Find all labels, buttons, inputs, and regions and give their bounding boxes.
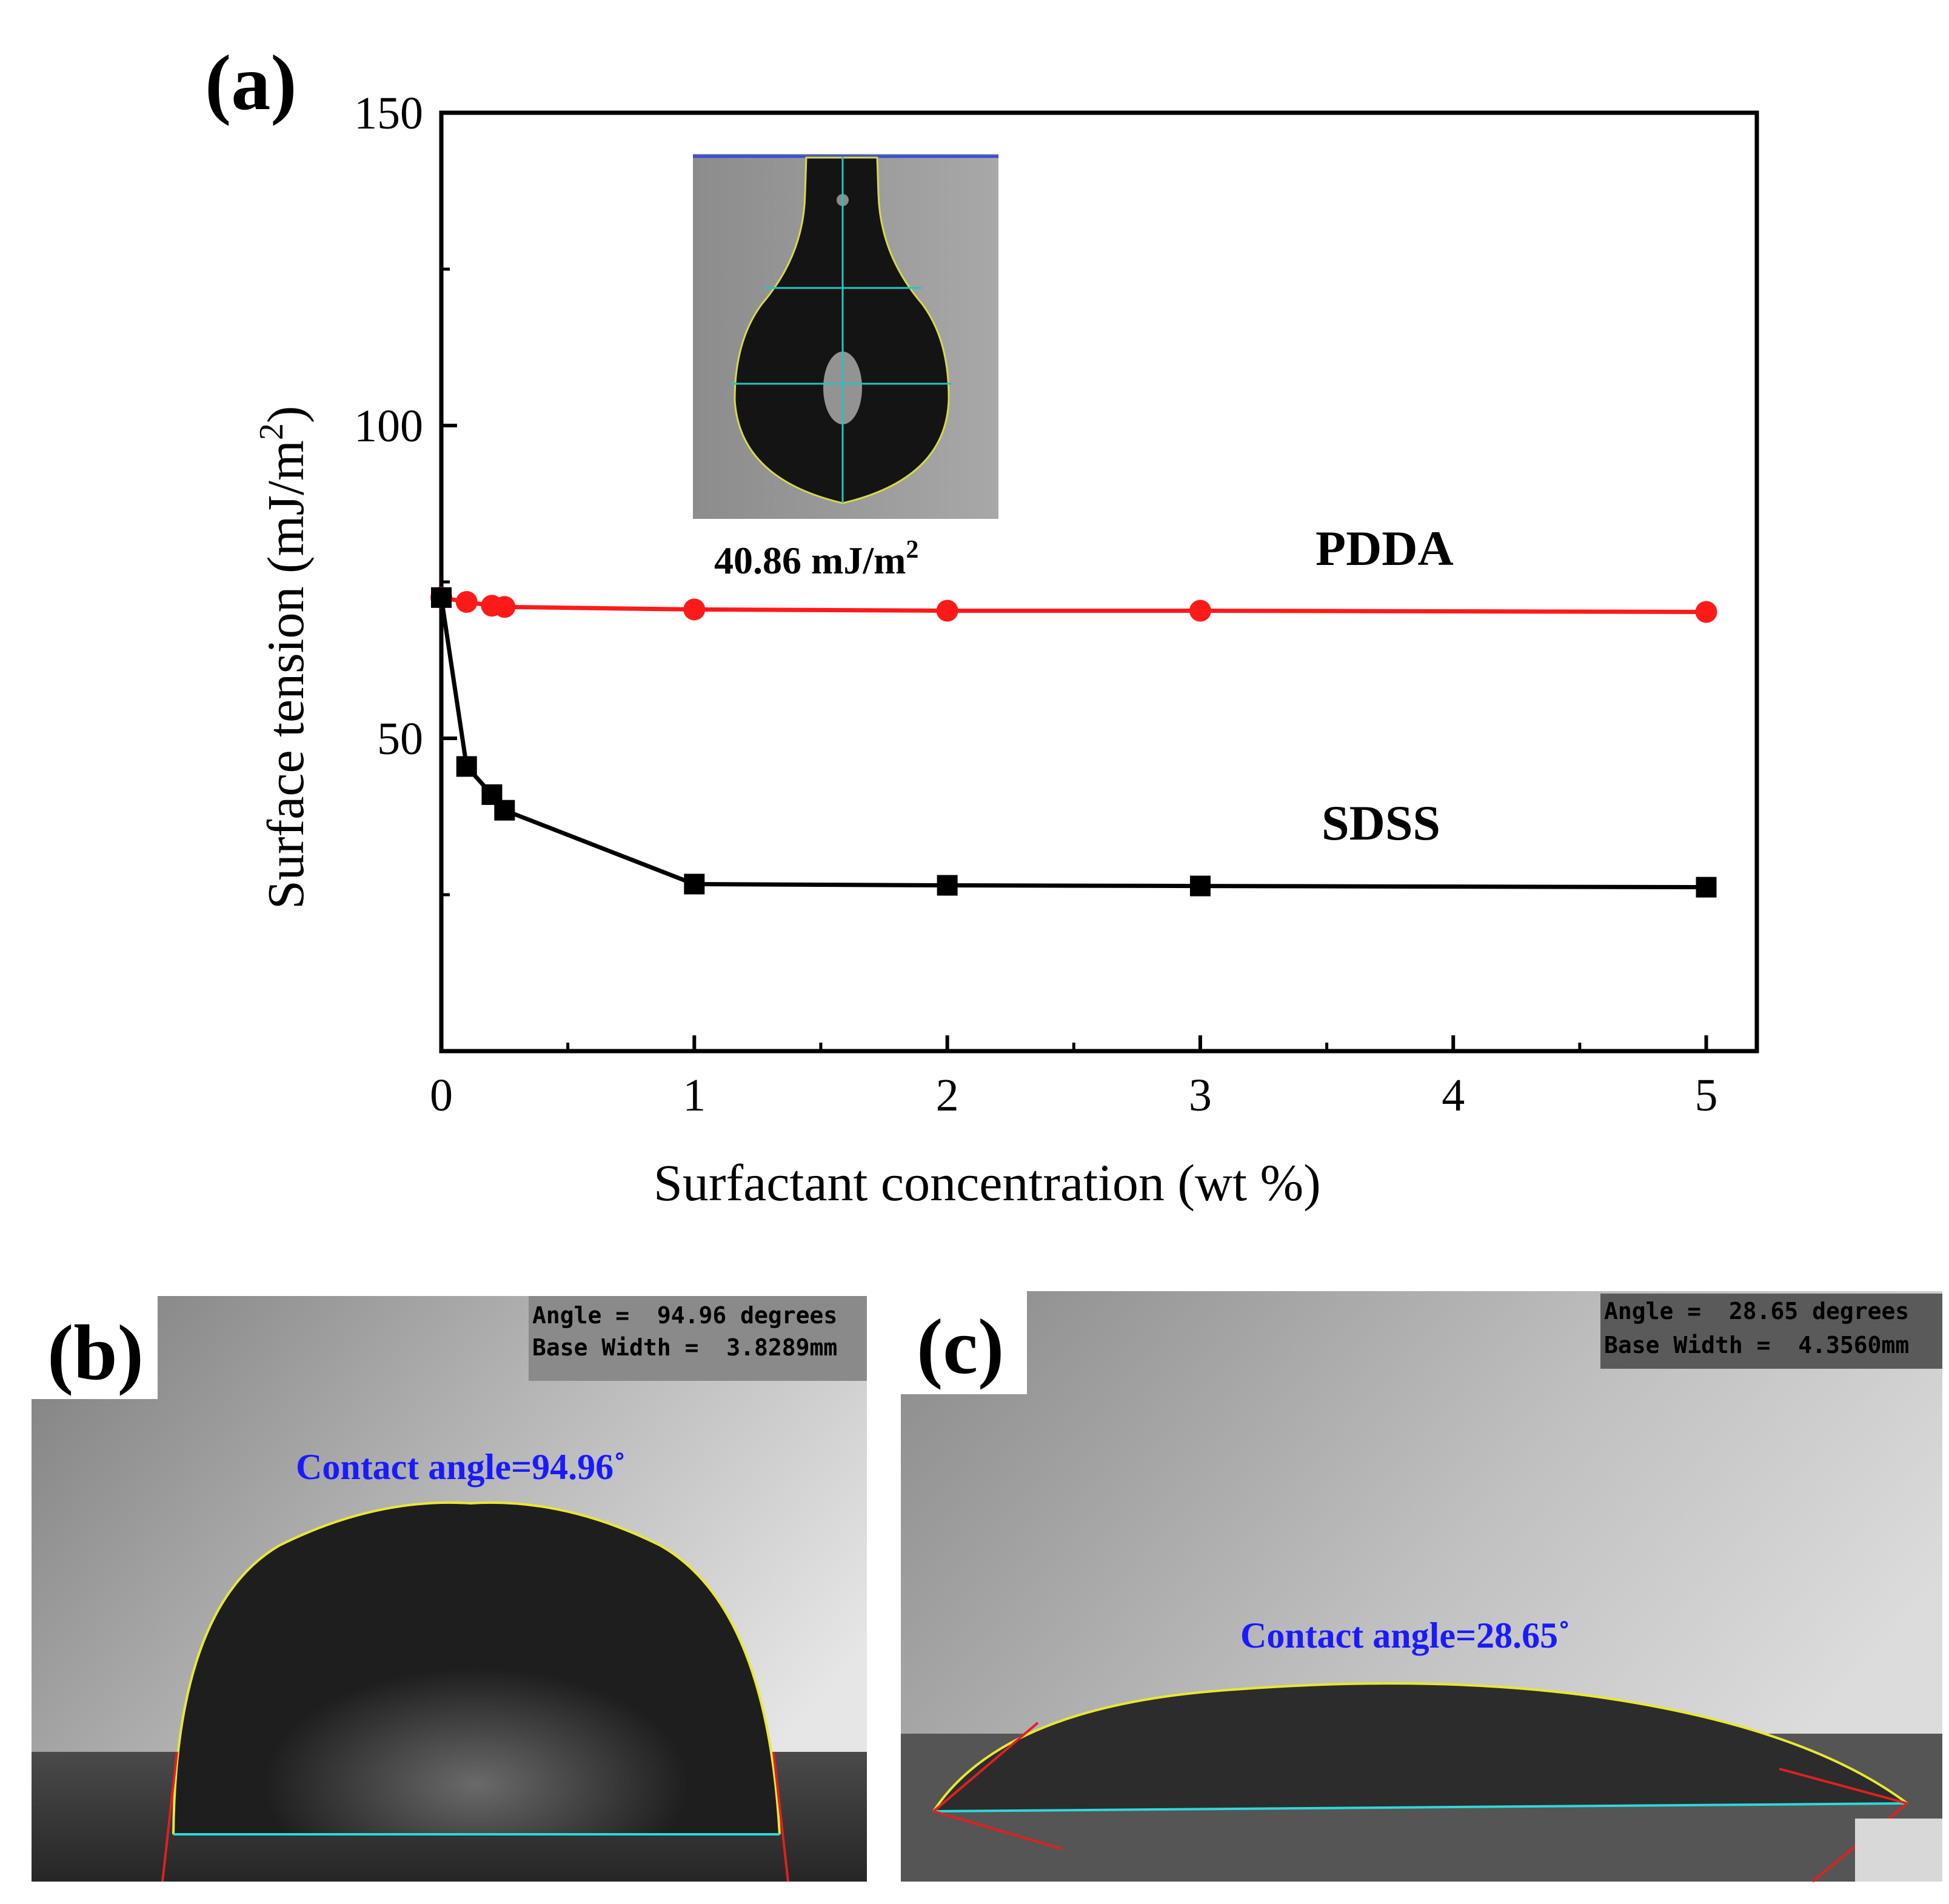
y-axis-title-text: Surface tension (mJ/m bbox=[256, 440, 315, 909]
data-point-sdss bbox=[1189, 875, 1211, 897]
panel-b-info-base-width: Base Width = 3.8289mm bbox=[532, 1334, 837, 1361]
inset-caption-superscript: 2 bbox=[906, 536, 918, 564]
series-label-sdss: SDSS bbox=[1322, 795, 1440, 850]
y-tick-label: 100 bbox=[354, 401, 423, 452]
data-point-sdss bbox=[431, 587, 452, 608]
data-point-pdda bbox=[493, 596, 516, 618]
panel-c-contact-angle: Contact angle=28.65˚ bbox=[1240, 1615, 1570, 1655]
inset-caption-text: 40.86 mJ/m bbox=[714, 539, 906, 582]
plot-frame bbox=[439, 110, 1759, 1054]
y-axis-title-close: ) bbox=[256, 406, 315, 424]
x-tick-label: 0 bbox=[430, 1070, 453, 1121]
panel-b-photo bbox=[32, 1296, 867, 1882]
x-tick-label: 3 bbox=[1189, 1070, 1212, 1121]
panel-b-info-angle: Angle = 94.96 degrees bbox=[532, 1302, 837, 1329]
y-tick-label: 50 bbox=[377, 713, 423, 764]
panel-a-label: (a) bbox=[205, 39, 297, 127]
data-point-sdss bbox=[456, 756, 477, 777]
x-tick-label: 5 bbox=[1695, 1070, 1718, 1121]
pendant-drop-inset bbox=[693, 154, 998, 519]
panel-b-contact-angle: Contact angle=94.96˚ bbox=[296, 1447, 626, 1487]
panel-c-label: (c) bbox=[917, 1303, 1004, 1391]
y-axis-title-superscript: 2 bbox=[253, 423, 290, 440]
data-point-pdda bbox=[936, 600, 958, 622]
x-tick-label: 1 bbox=[683, 1070, 706, 1121]
panel-c-photo bbox=[901, 1291, 1942, 1883]
x-tick-label: 4 bbox=[1442, 1070, 1465, 1121]
axes-layer: 0 1 2 3 4 5 50 100 150 bbox=[354, 88, 1718, 1121]
panel-c-info-angle: Angle = 28.65 degrees bbox=[1604, 1298, 1909, 1324]
series-line-sdss bbox=[439, 597, 1707, 890]
data-point-sdss bbox=[684, 874, 705, 895]
data-point-sdss bbox=[937, 875, 958, 896]
series-line-pdda bbox=[441, 595, 1707, 614]
panel-c-info-base-width: Base Width = 4.3560mm bbox=[1604, 1332, 1909, 1358]
series-label-pdda: PDDA bbox=[1315, 521, 1454, 576]
data-point-pdda bbox=[455, 591, 478, 613]
x-axis-title: Surfactant concentration (wt %) bbox=[654, 1154, 1321, 1212]
x-tick-label: 2 bbox=[936, 1070, 959, 1121]
y-axis-title: Surface tension (mJ/m2) bbox=[253, 406, 315, 909]
y-tick-label: 150 bbox=[354, 88, 423, 139]
series-layer bbox=[430, 586, 1717, 898]
data-point-pdda bbox=[1189, 600, 1211, 622]
data-point-sdss bbox=[1696, 877, 1717, 898]
inset-caption: 40.86 mJ/m2 bbox=[714, 536, 918, 582]
panel-b-label: (b) bbox=[47, 1309, 144, 1397]
data-point-sdss bbox=[494, 800, 515, 821]
data-point-pdda bbox=[683, 598, 706, 621]
data-point-pdda bbox=[1695, 601, 1717, 623]
